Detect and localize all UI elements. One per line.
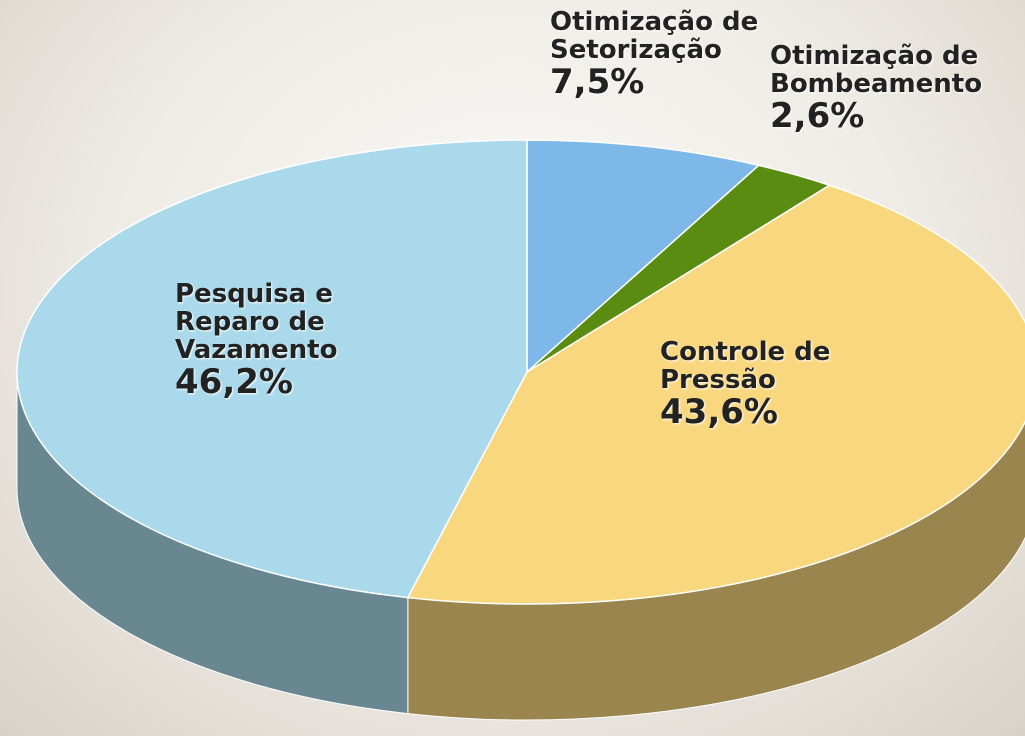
value-label: 2,6% (770, 96, 865, 137)
value-label: 7,5% (550, 62, 645, 103)
slice (16, 139, 528, 599)
slice-label: Otimização de Setorização 7,5% (550, 8, 790, 101)
slice-label: Pesquisa e Reparo de Vazamento 46,2% (175, 280, 360, 401)
category-name: Controle de Pressão (660, 337, 831, 396)
slice-label: Otimização de Bombeamento 2,6% (770, 42, 1010, 135)
category-name: Otimização de Bombeamento (770, 41, 983, 100)
slice (526, 139, 761, 374)
slice-label: Controle de Pressão 43,6% (660, 338, 860, 431)
value-label: 46,2% (175, 362, 293, 403)
category-name: Pesquisa e Reparo de Vazamento (175, 279, 338, 366)
category-name: Otimização de Setorização (550, 7, 759, 66)
value-label: 43,6% (660, 392, 778, 433)
slice (406, 184, 1025, 605)
